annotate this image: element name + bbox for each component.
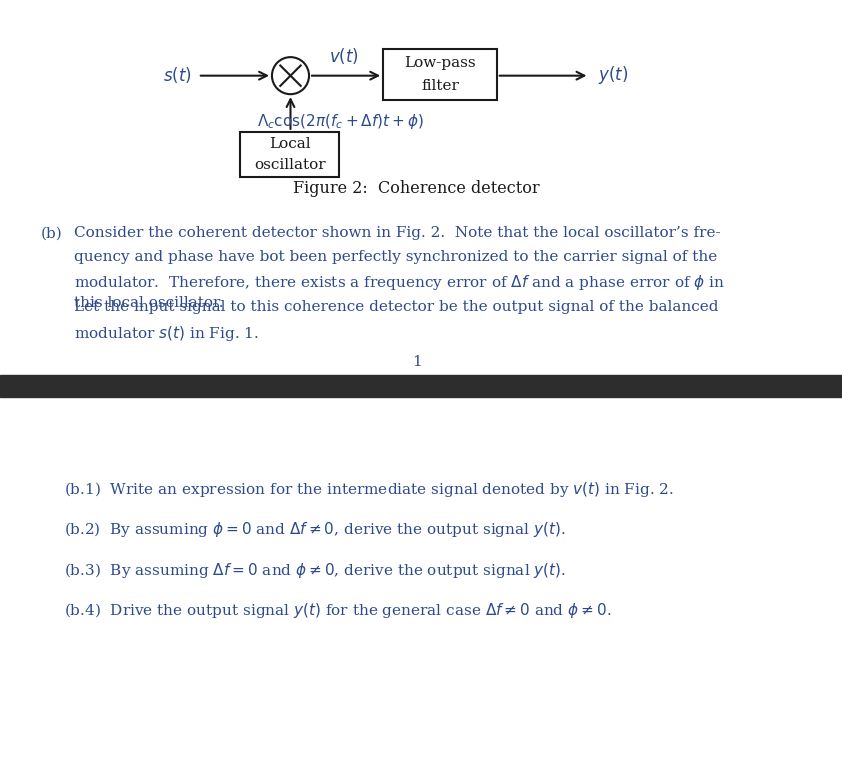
Text: (b.3)  By assuming $\Delta f = 0$ and $\phi \neq 0$, derive the output signal $y: (b.3) By assuming $\Delta f = 0$ and $\p… — [64, 561, 566, 580]
Text: (b.4)  Drive the output signal $y(t)$ for the general case $\Delta f \neq 0$ and: (b.4) Drive the output signal $y(t)$ for… — [64, 601, 611, 620]
Text: this local oscillator.: this local oscillator. — [74, 296, 224, 310]
Text: oscillator: oscillator — [253, 158, 326, 172]
Text: (b): (b) — [40, 226, 62, 240]
Text: $s(t)$: $s(t)$ — [163, 65, 192, 85]
Text: modulator.  Therefore, there exists a frequency error of $\Delta f$ and a phase : modulator. Therefore, there exists a fre… — [74, 273, 725, 292]
Text: (b.2)  By assuming $\phi = 0$ and $\Delta f \neq 0$, derive the output signal $y: (b.2) By assuming $\phi = 0$ and $\Delta… — [64, 520, 566, 539]
Bar — [240, 132, 339, 177]
Text: Consider the coherent detector shown in Fig. 2.  Note that the local oscillator’: Consider the coherent detector shown in … — [74, 226, 721, 240]
Bar — [383, 49, 497, 100]
Text: modulator $s(t)$ in Fig. 1.: modulator $s(t)$ in Fig. 1. — [74, 324, 259, 342]
Text: $\Lambda_c\cos(2\pi(f_c + \Delta f)t + \phi)$: $\Lambda_c\cos(2\pi(f_c + \Delta f)t + \… — [257, 112, 424, 131]
Text: filter: filter — [421, 80, 459, 93]
Text: Figure 2:  Coherence detector: Figure 2: Coherence detector — [294, 180, 540, 197]
Bar — [0, 375, 842, 397]
Text: $v(t)$: $v(t)$ — [328, 46, 359, 66]
Text: $y(t)$: $y(t)$ — [598, 64, 628, 86]
Text: (b.1)  Write an expression for the intermediate signal denoted by $v(t)$ in Fig.: (b.1) Write an expression for the interm… — [64, 480, 674, 498]
Text: Local: Local — [269, 137, 311, 151]
Text: quency and phase have bot been perfectly synchronized to the carrier signal of t: quency and phase have bot been perfectly… — [74, 250, 717, 264]
Text: Let the input signal to this coherence detector be the output signal of the bala: Let the input signal to this coherence d… — [74, 300, 718, 314]
Text: 1: 1 — [412, 355, 422, 369]
Text: Low-pass: Low-pass — [404, 56, 476, 69]
